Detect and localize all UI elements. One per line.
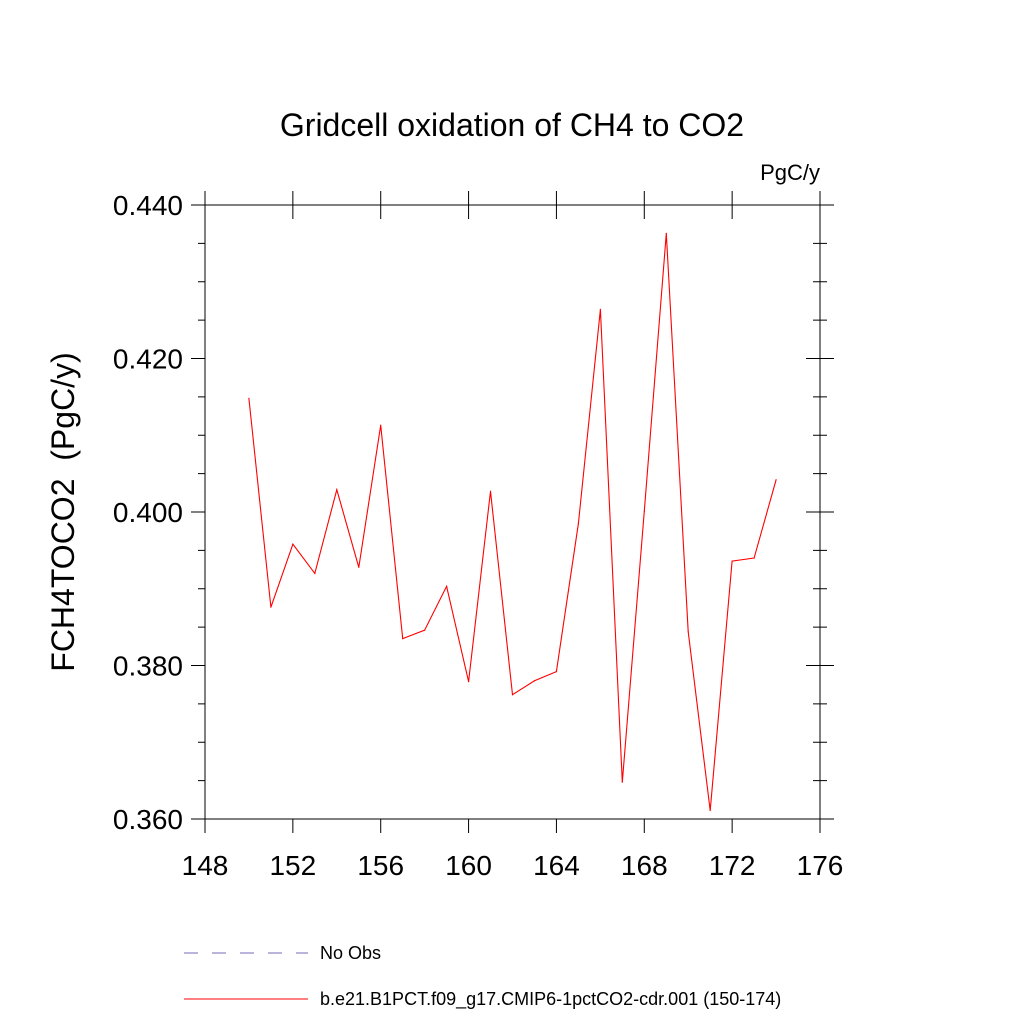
y-axis-label: FCH4TOCO2 (PgC/y) [45,352,81,671]
y-tick-label: 0.440 [113,190,183,221]
series-line [248,233,777,811]
data-point [533,680,536,682]
data-point [358,566,360,568]
chart-title: Gridcell oxidation of CH4 to CO2 [280,107,744,143]
y-tick-label: 0.360 [113,804,183,835]
data-point [577,522,579,525]
x-tick-label: 160 [445,850,492,881]
data-series [248,232,777,812]
data-point [380,424,382,426]
data-point [731,560,733,562]
data-point [446,585,448,588]
data-point [336,489,338,491]
data-point [599,308,601,310]
x-tick-label: 152 [269,850,316,881]
y-tick-label: 0.400 [113,497,183,528]
data-point [270,606,272,608]
data-point [467,681,470,683]
data-point [489,490,492,492]
x-tick-label: 164 [533,850,580,881]
data-point [424,629,426,631]
data-point [248,397,250,400]
x-tick-label: 172 [709,850,756,881]
data-point [292,543,294,545]
x-tick-label: 156 [357,850,404,881]
data-point [511,694,514,696]
data-point [402,638,404,640]
plot-frame [204,204,821,820]
units-label: PgC/y [760,160,820,185]
data-point [709,809,711,812]
data-point [665,232,667,234]
data-point [753,557,755,559]
data-point [555,671,558,673]
data-point [314,572,316,575]
data-point [621,781,623,783]
axis-ticks [191,191,834,833]
x-tick-label: 148 [182,850,229,881]
data-point [643,510,645,512]
legend-label: b.e21.B1PCT.f09_g17.CMIP6-1pctCO2-cdr.00… [320,989,781,1010]
y-tick-label: 0.420 [113,344,183,375]
legend: No Obs b.e21.B1PCT.f09_g17.CMIP6-1pctCO2-… [184,943,781,1010]
axis-tick-labels: 0.360 0.380 0.400 0.420 0.440 148 152 156 160 164… [113,190,843,881]
x-tick-label: 168 [621,850,668,881]
x-tick-label: 176 [797,850,844,881]
data-point [775,479,777,481]
data-point [687,631,689,633]
legend-label: No Obs [320,943,381,963]
y-tick-label: 0.380 [113,651,183,682]
